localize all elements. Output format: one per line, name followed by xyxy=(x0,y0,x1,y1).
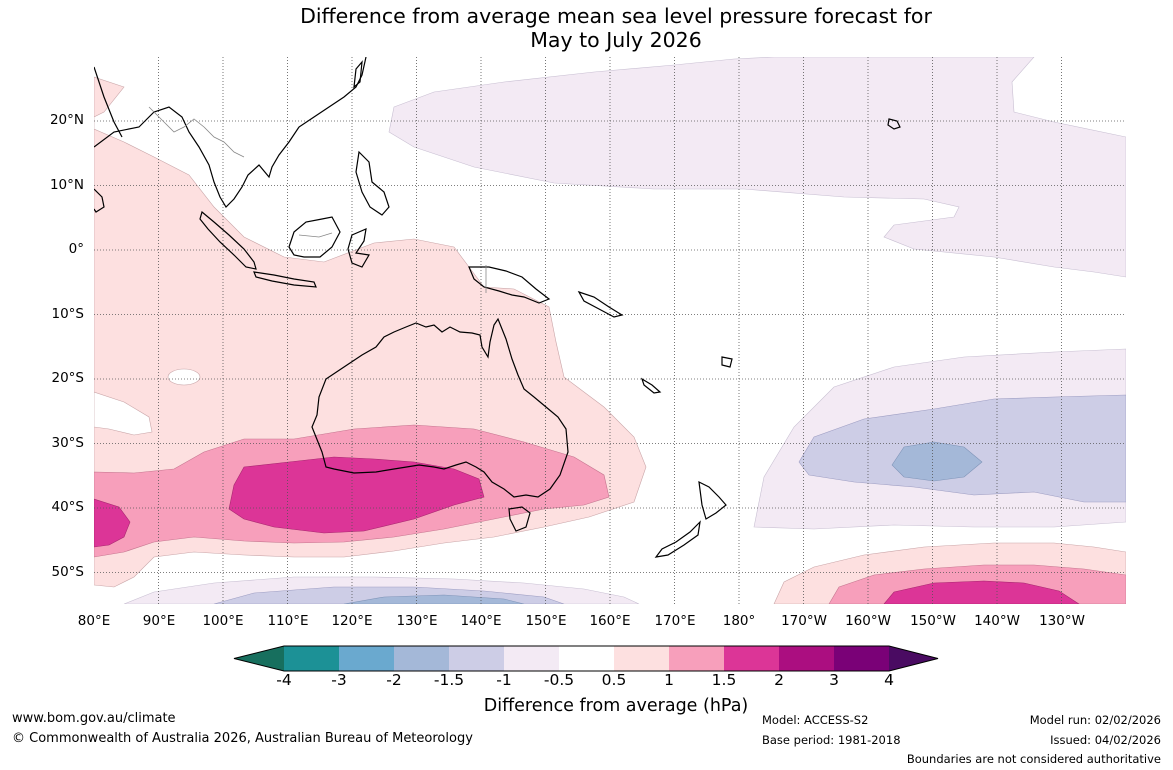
colorbar-segment xyxy=(614,646,669,671)
footer-disclaimer: Boundaries are not considered authoritat… xyxy=(906,752,1161,766)
colorbar-tick: -2 xyxy=(386,671,402,689)
title-line-1: Difference from average mean sea level p… xyxy=(300,4,932,28)
anomaly-neg-1.5-south-pacific xyxy=(891,441,983,482)
lat-label: 10°N xyxy=(49,177,84,193)
anomaly-1.5-2-east xyxy=(883,580,1080,604)
coastline-fiji xyxy=(721,356,733,368)
lon-label: 140°W xyxy=(974,613,1020,629)
coastline-new-guinea xyxy=(468,266,551,304)
colorbar-segment xyxy=(669,646,724,671)
colorbar xyxy=(232,645,940,672)
colorbar-segment xyxy=(449,646,504,671)
anomaly-neg-0.5-north xyxy=(388,57,1126,278)
coastline-hawaii xyxy=(887,118,901,130)
coastline-solomon xyxy=(577,290,624,318)
coastline-taiwan xyxy=(353,60,363,89)
lon-label: 170°E xyxy=(654,613,696,629)
border-mainland-se-asia xyxy=(148,106,245,158)
colorbar-segment xyxy=(504,646,559,671)
coastline-asia-mainland xyxy=(94,57,367,208)
coastline-new-zealand-north xyxy=(698,480,727,520)
map-title: Difference from average mean sea level p… xyxy=(0,4,1173,52)
white-hole-south-indian xyxy=(94,391,153,436)
lon-label: 110°E xyxy=(267,613,309,629)
colorbar-tick: -1 xyxy=(496,671,512,689)
lon-label: 150°W xyxy=(910,613,956,629)
lat-label: 40°S xyxy=(51,499,85,515)
coastline-new-caledonia xyxy=(640,377,662,394)
colorbar-segment xyxy=(339,646,394,671)
colorbar-segment xyxy=(284,646,339,671)
colorbar-outline xyxy=(233,645,939,672)
colorbar-extend-high xyxy=(889,646,938,671)
lon-label: 90°E xyxy=(142,613,176,629)
anomaly-1.5-2-south xyxy=(228,456,485,534)
coastline-new-zealand-south xyxy=(654,520,701,558)
anomaly-1.5-2-west xyxy=(94,498,131,548)
lon-label: 100°E xyxy=(202,613,244,629)
country-borders xyxy=(148,106,487,293)
title-line-2: May to July 2026 xyxy=(530,28,702,52)
lat-label: 0° xyxy=(68,241,84,257)
lon-label: 80°E xyxy=(77,613,111,629)
lat-label: 20°S xyxy=(51,370,85,386)
anomaly-neg-1.5-southwest xyxy=(343,594,525,604)
coastline-australia xyxy=(311,317,569,498)
colorbar-tick: -3 xyxy=(331,671,347,689)
footer-model: Model: ACCESS-S2 xyxy=(762,713,869,727)
graticule xyxy=(94,57,1126,604)
white-hole-small xyxy=(167,368,201,386)
footer-copyright: © Commonwealth of Australia 2026, Austra… xyxy=(12,731,473,746)
lat-label: 50°S xyxy=(51,564,85,580)
colorbar-segment xyxy=(779,646,834,671)
lon-label: 170°W xyxy=(781,613,827,629)
border-borneo xyxy=(298,232,333,238)
colorbar-tick: -0.5 xyxy=(543,671,575,689)
coastline-borneo xyxy=(288,216,341,258)
lat-label: 20°N xyxy=(49,112,84,128)
colorbar-tick: 1 xyxy=(664,671,674,689)
coastline-sumatra xyxy=(199,210,257,270)
lon-label: 130°W xyxy=(1039,613,1085,629)
colorbar-tick: -1.5 xyxy=(433,671,465,689)
pressure-anomaly-map xyxy=(94,57,1126,604)
lon-label: 180° xyxy=(722,613,756,629)
colorbar-segment xyxy=(834,646,889,671)
colorbar-tick: 0.5 xyxy=(601,671,627,689)
colorbar-tick: 3 xyxy=(829,671,839,689)
colorbar-segment xyxy=(559,646,614,671)
lon-label: 150°E xyxy=(525,613,567,629)
lon-label: 140°E xyxy=(460,613,502,629)
coastline-sri-lanka xyxy=(94,188,105,213)
colorbar-tick: 1.5 xyxy=(711,671,737,689)
coastlines xyxy=(94,57,901,558)
lon-label: 160°E xyxy=(589,613,631,629)
footer-issued: Issued: 04/02/2026 xyxy=(1050,733,1161,747)
coastline-tasmania xyxy=(508,506,531,532)
lon-label: 160°W xyxy=(845,613,891,629)
footer-url: www.bom.gov.au/climate xyxy=(12,711,176,726)
colorbar-segment xyxy=(724,646,779,671)
colorbar-segment xyxy=(394,646,449,671)
lat-label: 10°S xyxy=(51,306,85,322)
colorbar-label: Difference from average (hPa) xyxy=(483,696,749,716)
lat-label: 30°S xyxy=(51,435,85,451)
footer-model-run: Model run: 02/02/2026 xyxy=(1029,713,1161,727)
coastline-java xyxy=(253,271,317,288)
lon-label: 120°E xyxy=(331,613,373,629)
colorbar-tick: 4 xyxy=(884,671,894,689)
footer-base-period: Base period: 1981-2018 xyxy=(762,733,901,747)
lon-label: 130°E xyxy=(396,613,438,629)
coastline-philippines xyxy=(355,150,390,216)
colorbar-tick: 2 xyxy=(774,671,784,689)
colorbar-extend-low xyxy=(234,646,284,671)
colorbar-tick: -4 xyxy=(276,671,292,689)
coastline-india xyxy=(94,66,123,138)
coastline-sulawesi xyxy=(347,228,370,268)
